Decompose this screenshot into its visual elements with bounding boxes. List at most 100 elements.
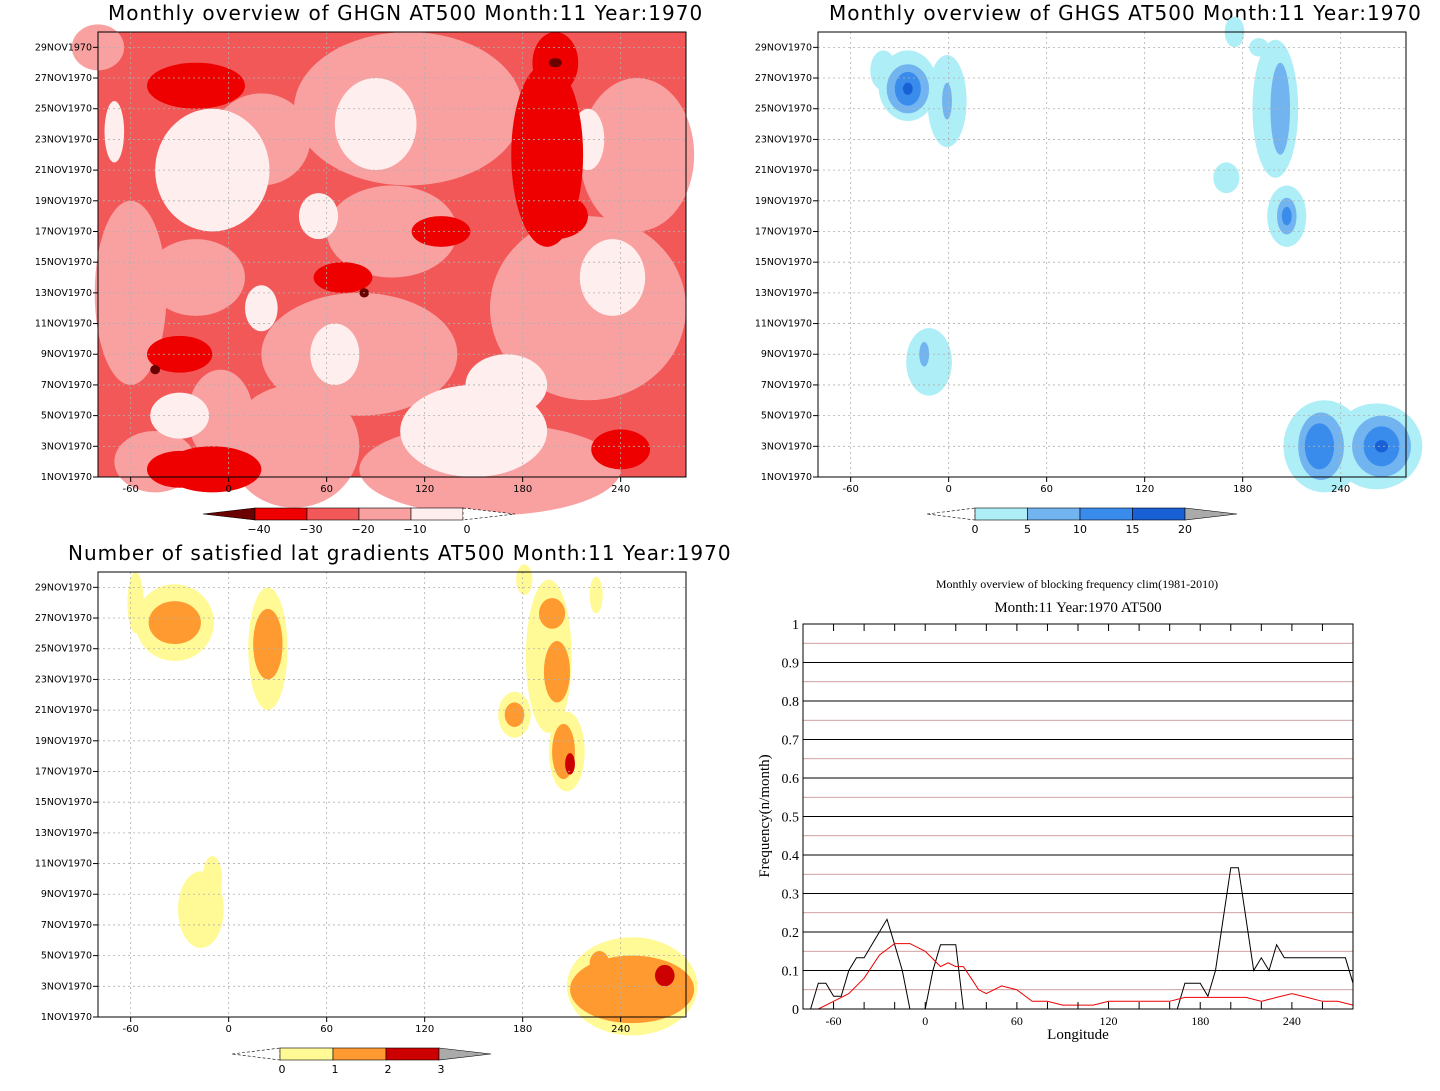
x-tick-label: 120 — [415, 484, 434, 495]
y-tick-label: 3NOV1970 — [761, 441, 812, 452]
contour-minus10 — [104, 101, 125, 163]
y-tick-label: 19NOV1970 — [35, 196, 92, 207]
colorbar-label: 1 — [332, 1063, 339, 1076]
y-tick-label: 15NOV1970 — [755, 257, 812, 268]
contour-0-1 — [202, 855, 223, 902]
contour-2-3 — [654, 964, 675, 987]
y-tick-label: 0.4 — [782, 849, 800, 864]
contour-minus30 — [313, 262, 373, 293]
colorbar-over-triangle — [462, 507, 516, 521]
colorbar-label: 10 — [1073, 523, 1087, 536]
lat-map: 1NOV1970 3NOV1970 5NOV1970 7NOV1970 9NOV1970… — [35, 564, 698, 1076]
contour-minus20 — [579, 78, 695, 232]
contour-1-2 — [543, 641, 571, 703]
y-tick-label: 3NOV1970 — [41, 441, 92, 452]
colorbar-label: −10 — [403, 523, 426, 536]
y-tick-label: 19NOV1970 — [755, 196, 812, 207]
y-tick-label: 3NOV1970 — [41, 981, 92, 992]
y-tick-label: 25NOV1970 — [35, 104, 92, 115]
x-tick-label: 60 — [1011, 1014, 1023, 1028]
y-tick-label: 1NOV1970 — [761, 472, 812, 483]
contour-0-1 — [516, 564, 533, 596]
y-tick-label: 0.3 — [782, 888, 800, 903]
contour-5-10 — [942, 82, 952, 120]
y-tick-label: 27NOV1970 — [35, 73, 92, 84]
y-tick-label: 1 — [792, 618, 799, 633]
contour-1-2 — [570, 955, 695, 1024]
colorbar-under-triangle — [926, 507, 976, 521]
y-tick-label: 7NOV1970 — [761, 380, 812, 391]
ghgn-map: 1NOV1970 3NOV1970 5NOV1970 7NOV1970 9NOV1970… — [35, 24, 695, 536]
freq-title: Monthly overview of blocking frequency c… — [936, 577, 1218, 591]
x-tick-label: 60 — [320, 484, 333, 495]
freq-xlabel: Longitude — [1047, 1027, 1109, 1043]
colorbar-swatch — [254, 507, 308, 521]
colorbar-label: 0 — [279, 1063, 286, 1076]
lat-title: Number of satisfied lat gradients AT500 … — [68, 541, 732, 565]
contour-minus10 — [579, 239, 646, 316]
y-tick-label: 21NOV1970 — [35, 165, 92, 176]
y-tick-label: 23NOV1970 — [755, 134, 812, 145]
contour-10-15 — [1281, 206, 1292, 226]
contour-minus40 — [150, 364, 161, 375]
y-tick-label: 25NOV1970 — [755, 104, 812, 115]
y-tick-label: 17NOV1970 — [755, 226, 812, 237]
y-tick-label: 11NOV1970 — [35, 859, 92, 870]
colorbar-label: 5 — [1024, 523, 1031, 536]
x-tick-label: 0 — [225, 484, 231, 495]
contour-1-2 — [148, 601, 201, 645]
colorbar-label: −30 — [299, 523, 322, 536]
contour-15-20 — [902, 82, 913, 95]
y-tick-label: 29NOV1970 — [35, 42, 92, 53]
colorbar-swatch — [306, 507, 360, 521]
y-tick-label: 5NOV1970 — [41, 411, 92, 422]
freq-subtitle: Month:11 Year:1970 AT500 — [994, 600, 1161, 616]
y-tick-label: 0.1 — [782, 965, 800, 980]
y-tick-label: 23NOV1970 — [35, 134, 92, 145]
x-tick-label: -60 — [122, 484, 138, 495]
x-tick-label: 0 — [225, 1024, 231, 1035]
y-tick-label: 0.8 — [782, 695, 800, 710]
colorbar-swatch — [385, 1047, 440, 1061]
y-tick-label: 13NOV1970 — [35, 828, 92, 839]
contour-minus10 — [245, 285, 278, 332]
ghgs-title: Monthly overview of GHGS AT500 Month:11 … — [829, 1, 1422, 25]
y-tick-label: 17NOV1970 — [35, 766, 92, 777]
y-tick-label: 23NOV1970 — [35, 674, 92, 685]
x-tick-label: -60 — [122, 1024, 138, 1035]
y-tick-label: 0 — [792, 1003, 799, 1018]
y-tick-label: 27NOV1970 — [35, 613, 92, 624]
y-tick-label: 5NOV1970 — [41, 951, 92, 962]
series-line-red — [803, 943, 1354, 1010]
ghgs-panel: Monthly overview of GHGS AT500 Month:11 … — [720, 0, 1440, 540]
y-tick-label: 29NOV1970 — [755, 42, 812, 53]
y-tick-label: 25NOV1970 — [35, 644, 92, 655]
x-tick-label: 60 — [1040, 484, 1053, 495]
x-tick-label: 180 — [513, 484, 532, 495]
colorbar-label: 3 — [438, 1063, 445, 1076]
colorbar-swatch — [410, 507, 464, 521]
contour-0-1 — [589, 576, 603, 614]
x-tick-label: 120 — [1100, 1014, 1118, 1028]
contour-minus30 — [147, 62, 245, 109]
freq-ylabel: Frequency(n/month) — [757, 754, 773, 877]
contour-15-20 — [1374, 440, 1389, 453]
ghgs-map: 1NOV1970 3NOV1970 5NOV1970 7NOV1970 9NOV1970… — [755, 16, 1423, 536]
colorbar-swatch — [1027, 507, 1081, 521]
ghgn-panel: Monthly overview of GHGN AT500 Month:11 … — [0, 0, 720, 540]
y-tick-label: 0.6 — [782, 772, 800, 787]
colorbar-swatch — [358, 507, 412, 521]
x-tick-label: 120 — [415, 1024, 434, 1035]
y-tick-label: 21NOV1970 — [755, 165, 812, 176]
y-tick-label: 0.5 — [782, 811, 800, 826]
x-tick-label: 240 — [611, 484, 630, 495]
contour-minus30 — [411, 216, 471, 247]
y-tick-label: 0.2 — [782, 926, 800, 941]
colorbar-label: 2 — [385, 1063, 392, 1076]
colorbar-under-triangle — [202, 507, 256, 521]
contour-minus40 — [548, 58, 562, 68]
y-tick-label: 13NOV1970 — [755, 288, 812, 299]
x-tick-label: 240 — [611, 1024, 630, 1035]
lat-panel: Number of satisfied lat gradients AT500 … — [0, 540, 731, 1091]
colorbar-swatch — [332, 1047, 387, 1061]
